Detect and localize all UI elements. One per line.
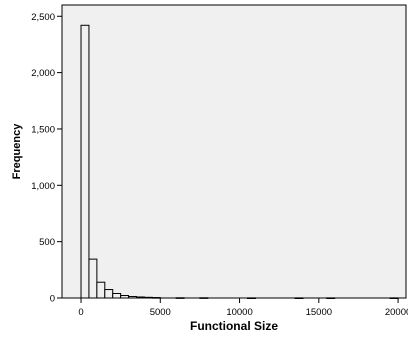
y-tick-label: 2,500 xyxy=(31,12,55,23)
x-axis-title: Functional Size xyxy=(190,319,278,333)
histogram-bar xyxy=(326,297,336,299)
x-tick-label: 5000 xyxy=(150,307,171,318)
y-tick-label: 2,000 xyxy=(31,68,55,79)
histogram-bar xyxy=(88,258,98,299)
histogram-bars xyxy=(80,24,399,299)
y-tick-label: 1,500 xyxy=(31,124,55,135)
y-axis-title: Frequency xyxy=(11,123,23,180)
histogram-bar xyxy=(120,295,130,299)
histogram-bar xyxy=(128,296,138,299)
y-axis-ticks: 0 500 1,000 1,500 2,000 2,500 xyxy=(31,12,62,305)
histogram-bar xyxy=(136,296,145,299)
y-tick-label: 1,000 xyxy=(31,181,55,192)
histogram-bar xyxy=(246,297,256,299)
x-tick-label: 20000 xyxy=(385,307,408,318)
histogram-bar xyxy=(80,24,90,299)
histogram-bar xyxy=(104,289,114,299)
x-axis-ticks: 0 5000 10000 15000 20000 xyxy=(78,298,408,318)
histogram-bar xyxy=(175,297,185,299)
histogram-bar xyxy=(389,297,399,299)
histogram-bar xyxy=(199,297,209,299)
histogram-bar xyxy=(151,297,161,299)
x-tick-label: 10000 xyxy=(226,307,252,318)
y-tick-label: 0 xyxy=(50,294,55,305)
histogram-bar xyxy=(143,296,153,299)
histogram-bar xyxy=(294,297,304,299)
x-tick-label: 15000 xyxy=(306,307,332,318)
histogram-bar xyxy=(96,281,106,299)
x-tick-label: 0 xyxy=(78,307,83,318)
plot-area xyxy=(61,4,407,299)
histogram-bar xyxy=(112,292,122,299)
y-tick-label: 500 xyxy=(39,237,55,248)
